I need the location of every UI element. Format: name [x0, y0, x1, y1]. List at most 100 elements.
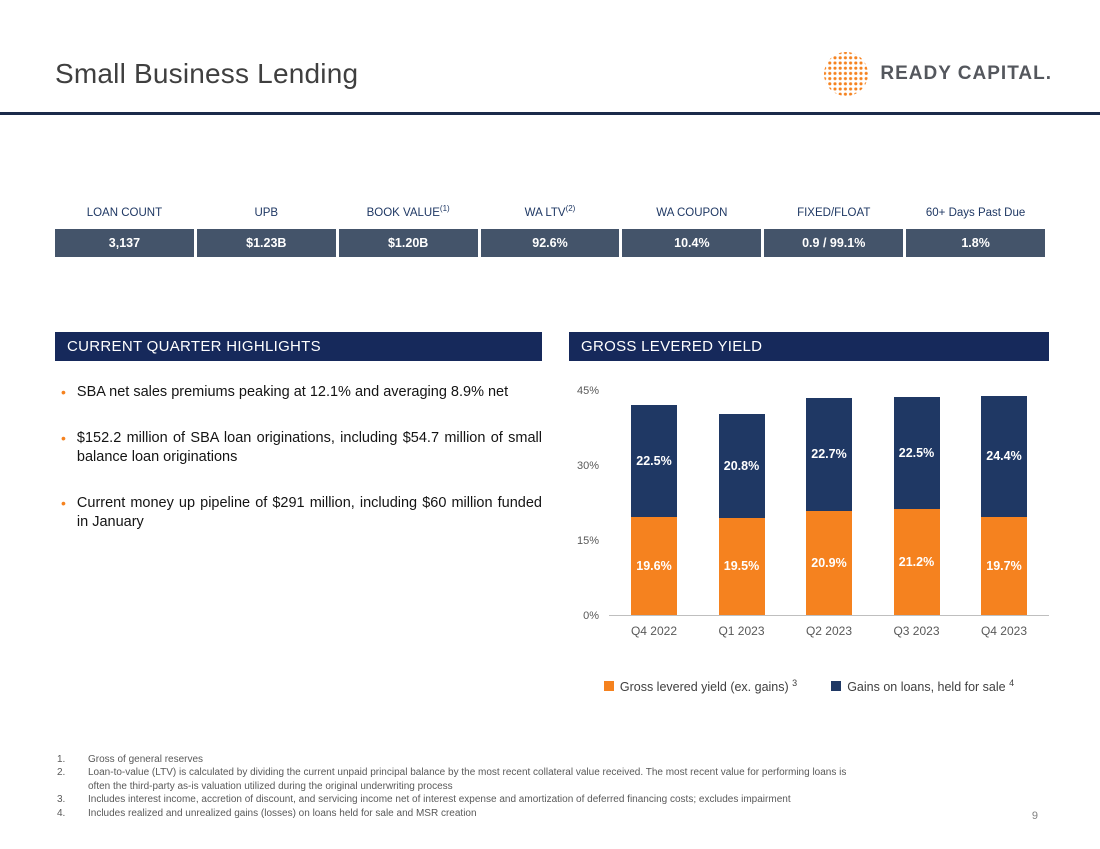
page-number: 9 [1031, 810, 1038, 822]
bar-segment-gains: 20.8% [718, 414, 765, 518]
bar-segment-gross-yield: 19.6% [631, 517, 677, 615]
x-axis-label: Q3 2023 [893, 624, 940, 638]
footnotes: 1. Gross of general reserves 2. Loan-to-val… [57, 753, 870, 821]
footnote-number: 2. [57, 767, 66, 778]
bar-segment-gross-yield: 19.5% [718, 517, 765, 615]
bar-value-label: 19.5% [723, 559, 760, 574]
stat-header: UPB [254, 206, 279, 219]
bar-segment-gains: 22.5% [893, 397, 940, 510]
legend-item: Gains on loans, held for sale 4 [831, 678, 1014, 694]
stat-header: WA COUPON [656, 206, 728, 219]
bullet-icon: • [61, 495, 66, 511]
footnote-3: 3. Includes interest income, accretion of… [57, 793, 870, 807]
bar-segment-gains: 24.4% [981, 395, 1027, 517]
stat-value: 10.4% [622, 228, 762, 257]
legend-label: Gross levered yield (ex. gains) 3 [619, 678, 798, 695]
footnote-text: Includes realized and unrealized gains (… [88, 807, 477, 819]
list-item: • $152.2 million of SBA loan origination… [61, 429, 542, 467]
page-title: Small Business Lending [55, 58, 359, 89]
x-axis-label: Q4 2023 [980, 624, 1028, 638]
bar-value-label: 19.6% [636, 559, 672, 574]
stat-header: FIXED/FLOAT [797, 206, 871, 219]
bar-q2-2023: 22.7% 20.9% [806, 391, 852, 615]
bar-value-label: 22.7% [811, 447, 847, 462]
footnote-4: 4. Includes realized and unrealized gains… [57, 807, 870, 821]
bar-value-label: 19.7% [986, 558, 1022, 573]
stat-value: 3,137 [55, 228, 194, 257]
stat-book-value: BOOK VALUE(1) $1.20B [338, 204, 478, 257]
stat-value: $1.20B [338, 228, 478, 257]
bar-value-label: 22.5% [898, 446, 935, 461]
bar-segment-gross-yield: 21.2% [893, 509, 940, 615]
bar-segment-gross-yield: 20.9% [806, 510, 852, 615]
highlight-text: SBA net sales premiums peaking at 12.1% … [76, 384, 509, 400]
stat-header: BOOK VALUE(1) [366, 204, 450, 219]
chart-plot: 22.5% 19.6% 20.8% 19.5% 22.7% 20.9% 22.5% 21.2%… [609, 391, 1049, 616]
bar-q3-2023: 22.5% 21.2% [893, 391, 940, 615]
slide-body: CURRENT QUARTER HIGHLIGHTS • SBA net sal… [55, 332, 1049, 694]
chart-x-axis: Q4 2022 Q1 2023 Q2 2023 Q3 2023 Q4 2023 [609, 616, 1049, 638]
bar-segment-gains: 22.5% [631, 405, 677, 518]
bullet-icon: • [61, 384, 66, 400]
stat-value: 0.9 / 99.1% [764, 228, 904, 257]
legend-item: Gross levered yield (ex. gains) 3 [603, 678, 798, 695]
y-tick: 15% [576, 535, 599, 548]
highlights-list: • SBA net sales premiums peaking at 12.1… [55, 383, 542, 532]
footnote-1: 1. Gross of general reserves [57, 753, 870, 767]
footnote-text: Includes interest income, accretion of d… [88, 794, 791, 805]
bar-segment-gross-yield: 19.7% [981, 516, 1027, 615]
list-item: • SBA net sales premiums peaking at 12.1… [61, 383, 542, 402]
list-item: • Current money up pipeline of $291 mill… [61, 494, 542, 532]
bullet-icon: • [61, 430, 66, 446]
y-tick: 45% [576, 385, 599, 397]
highlight-text: Current money up pipeline of $291 millio… [76, 495, 542, 530]
stats-table: LOAN COUNT 3,137 UPB $1.23B BOOK VALUE(1… [55, 204, 1046, 257]
stat-loan-count: LOAN COUNT 3,137 [55, 204, 194, 257]
stat-fixed-float: FIXED/FLOAT 0.9 / 99.1% [764, 204, 904, 257]
footnote-2: 2. Loan-to-value (LTV) is calculated by d… [57, 766, 870, 793]
bar-q1-2023: 20.8% 19.5% [718, 391, 765, 615]
footnote-number: 4. [57, 807, 66, 819]
bar-q4-2022: 22.5% 19.6% [631, 391, 677, 615]
stacked-bar-chart: 0% 15% 30% 45% 22.5% 19.6% 20.8% 19.5% 22.7%… [569, 385, 1049, 622]
stat-header: LOAN COUNT [86, 206, 163, 219]
highlights-section: CURRENT QUARTER HIGHLIGHTS • SBA net sal… [55, 332, 542, 694]
footnote-text: Loan-to-value (LTV) is calculated by div… [88, 767, 847, 792]
stat-upb: UPB $1.23B [196, 204, 336, 257]
dotted-sphere-icon [824, 52, 869, 96]
slide-header: Small Business Lending READY CAPITAL. [55, 46, 1052, 102]
stat-wa-coupon: WA COUPON 10.4% [622, 204, 762, 257]
stat-value: 92.6% [480, 228, 620, 257]
bar-value-label: 22.5% [636, 454, 672, 469]
stat-header: WA LTV(2) [524, 204, 576, 219]
chart-title: GROSS LEVERED YIELD [569, 332, 1049, 361]
stat-value: $1.23B [196, 228, 336, 257]
company-logo: READY CAPITAL. [822, 50, 1052, 98]
stat-header: 60+ Days Past Due [925, 206, 1026, 219]
legend-swatch-orange [603, 681, 614, 692]
highlights-header: CURRENT QUARTER HIGHLIGHTS [55, 332, 542, 361]
footnote-number: 1. [57, 753, 66, 765]
bar-value-label: 20.8% [723, 459, 760, 474]
chart-legend: Gross levered yield (ex. gains) 3 Gains … [569, 678, 1049, 694]
legend-label: Gains on loans, held for sale 4 [847, 678, 1015, 695]
y-tick: 30% [576, 460, 599, 472]
highlight-text: $152.2 million of SBA loan originations,… [76, 430, 542, 465]
chart-section: GROSS LEVERED YIELD 0% 15% 30% 45% 22.5%… [569, 332, 1049, 694]
stat-wa-ltv: WA LTV(2) 92.6% [480, 204, 620, 257]
bar-segment-gains: 22.7% [806, 397, 852, 511]
stat-value: 1.8% [906, 228, 1046, 257]
legend-swatch-navy [831, 681, 842, 692]
bar-value-label: 24.4% [986, 449, 1022, 464]
bar-value-label: 20.9% [811, 555, 847, 570]
header-divider [0, 112, 1100, 115]
x-axis-label: Q1 2023 [718, 624, 765, 638]
footnote-text: Gross of general reserves [88, 753, 204, 765]
bar-q4-2023: 24.4% 19.7% [981, 391, 1027, 615]
x-axis-label: Q4 2022 [630, 624, 678, 638]
bar-value-label: 21.2% [898, 555, 935, 570]
logo-wordmark: READY CAPITAL. [880, 63, 1052, 84]
x-axis-label: Q2 2023 [805, 624, 853, 638]
y-tick: 0% [583, 610, 599, 622]
